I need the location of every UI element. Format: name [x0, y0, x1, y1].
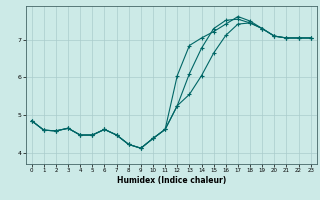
X-axis label: Humidex (Indice chaleur): Humidex (Indice chaleur) — [116, 176, 226, 185]
